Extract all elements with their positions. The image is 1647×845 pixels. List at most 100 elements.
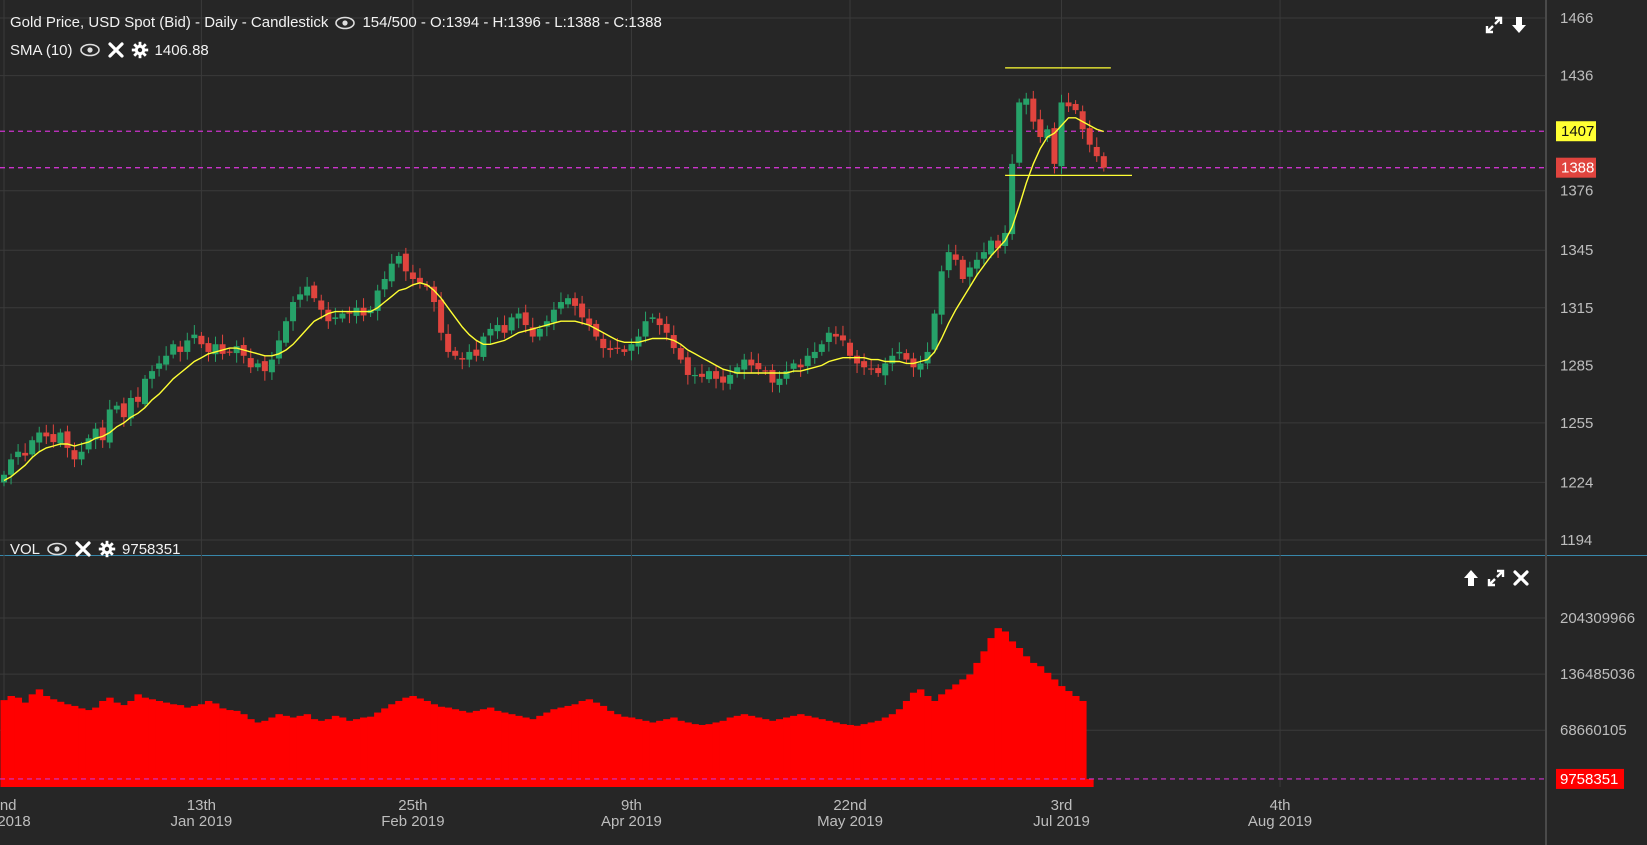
volume-bar: [677, 720, 685, 787]
candle: [445, 324, 452, 358]
candle: [50, 424, 57, 448]
candle: [988, 236, 994, 259]
candle-body: [297, 294, 304, 300]
candle-body: [847, 342, 853, 356]
volume-bar: [70, 705, 79, 787]
candle: [142, 374, 148, 408]
candle-body: [170, 344, 177, 355]
candle-body: [127, 397, 134, 419]
eye-icon[interactable]: [334, 16, 356, 30]
volume-bar: [261, 720, 269, 787]
candle-body: [508, 317, 515, 331]
volume-bar: [959, 679, 967, 787]
x-tick-label-day: 25th: [398, 797, 427, 814]
eye-icon[interactable]: [46, 542, 68, 556]
volume-pane[interactable]: 204309966 136485036 68660105 9758351 2ndec 2…: [0, 555, 1647, 845]
x-tick-label-month: Jan 2019: [171, 813, 233, 830]
volume-bar: [705, 724, 713, 787]
candle-body: [233, 346, 240, 354]
candle: [332, 307, 339, 325]
candle: [797, 358, 804, 377]
candle: [8, 453, 15, 485]
candle-body: [804, 355, 811, 367]
candle-body: [649, 317, 656, 319]
gear-icon[interactable]: [98, 540, 116, 558]
volume-tick-label: 204309966: [1560, 610, 1635, 627]
x-tick-label-day: 22nd: [833, 797, 866, 814]
candle: [691, 367, 698, 384]
volume-bar: [980, 651, 988, 787]
volume-bar: [698, 724, 706, 787]
volume-bar: [211, 703, 220, 787]
volume-bar: [691, 724, 699, 787]
volume-bar: [367, 716, 375, 787]
volume-bar: [684, 722, 692, 787]
candle: [818, 340, 825, 356]
candle-body: [226, 351, 233, 353]
candle-body: [254, 363, 261, 368]
candle: [522, 304, 529, 333]
volume-bar: [663, 719, 671, 787]
volume-bar: [916, 689, 925, 787]
candle: [550, 302, 557, 331]
candle: [515, 307, 522, 329]
volume-bar: [768, 720, 777, 787]
volume-bar: [289, 717, 297, 787]
volume-bar: [486, 707, 495, 787]
volume-label-box: [1556, 768, 1624, 789]
volume-pane-header: VOL 9758351: [10, 540, 180, 558]
candle: [268, 351, 275, 380]
eye-icon[interactable]: [79, 43, 101, 57]
gear-icon[interactable]: [131, 41, 149, 59]
candle: [134, 387, 141, 408]
expand-icon[interactable]: [1486, 568, 1506, 588]
volume-bar: [233, 710, 241, 787]
candle-body: [149, 371, 156, 379]
volume-bar: [1029, 662, 1038, 787]
candle-body: [50, 434, 57, 443]
candle-body: [755, 363, 762, 370]
close-icon[interactable]: [107, 41, 125, 59]
candle: [15, 444, 22, 465]
volume-bar: [592, 702, 601, 787]
volume-bar: [853, 725, 861, 787]
candle-body: [212, 344, 219, 355]
volume-bar: [761, 719, 770, 787]
candle-body: [762, 370, 769, 372]
volume-bar: [479, 709, 488, 787]
candle: [706, 367, 712, 384]
candle: [600, 333, 607, 358]
close-icon[interactable]: [74, 540, 92, 558]
volume-bar: [818, 719, 826, 787]
candle-body: [1065, 102, 1072, 107]
candle-body: [402, 253, 409, 272]
volume-bar: [190, 705, 199, 787]
candle: [917, 355, 924, 378]
candle: [409, 264, 416, 287]
candle: [106, 399, 113, 449]
volume-bar: [578, 700, 587, 787]
arrow-up-icon[interactable]: [1462, 568, 1480, 588]
candle: [99, 419, 106, 448]
volume-bar: [423, 700, 431, 787]
x-tick-label-month: Apr 2019: [601, 813, 662, 830]
candle-body: [741, 359, 748, 370]
candle-body: [635, 336, 642, 347]
candle: [85, 434, 92, 454]
volume-bar: [811, 717, 819, 787]
candle-body: [311, 285, 318, 299]
candle-body: [480, 336, 487, 357]
volume-bar: [515, 715, 523, 787]
candle-body: [388, 263, 395, 282]
volume-bar: [888, 714, 897, 787]
close-icon[interactable]: [1512, 569, 1530, 587]
volume-bar: [902, 700, 911, 787]
candle-body: [579, 303, 586, 318]
candle: [621, 345, 628, 356]
candle-body: [64, 431, 71, 448]
price-pane[interactable]: 1466 1436 1376 1345 1315 1285 1255 1224 1194 1407…: [0, 0, 1647, 560]
expand-icon[interactable]: [1484, 15, 1504, 35]
sma-label: SMA (10): [10, 41, 73, 59]
arrow-down-icon[interactable]: [1510, 15, 1528, 35]
